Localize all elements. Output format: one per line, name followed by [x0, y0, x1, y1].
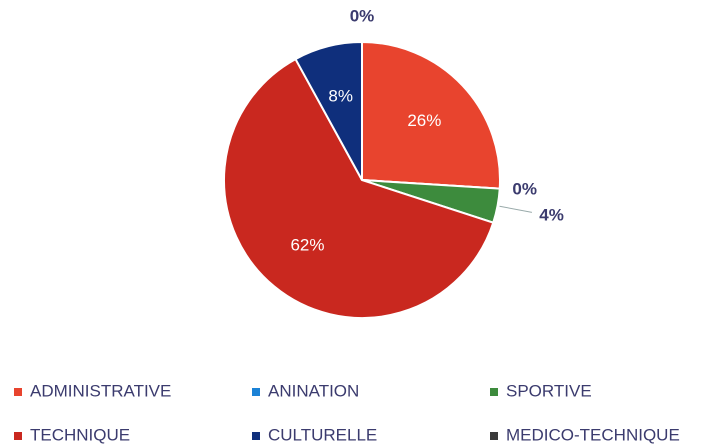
legend-swatch	[14, 432, 22, 440]
data-label: 4%	[539, 206, 564, 225]
pie-slice	[223, 57, 495, 319]
legend-label: SPORTIVE	[506, 381, 592, 400]
legend-swatch	[490, 388, 498, 396]
data-label: 62%	[290, 235, 324, 254]
data-label: 26%	[407, 111, 441, 130]
legend-label: CULTURELLE	[268, 425, 377, 444]
legend-label: TECHNIQUE	[30, 425, 130, 444]
legend-label: MEDICO-TECHNIQUE	[506, 425, 680, 444]
data-label: 0%	[350, 6, 375, 25]
leader-line	[499, 205, 533, 213]
pie-slice	[361, 40, 501, 190]
legend-label: ADMINISTRATIVE	[30, 381, 171, 400]
legend-swatch	[490, 432, 498, 440]
legend-swatch	[252, 388, 260, 396]
legend-label: ANINATION	[268, 381, 359, 400]
legend-swatch	[252, 432, 260, 440]
legend-swatch	[14, 388, 22, 396]
data-label: 0%	[512, 180, 537, 199]
data-label: 8%	[328, 87, 353, 106]
